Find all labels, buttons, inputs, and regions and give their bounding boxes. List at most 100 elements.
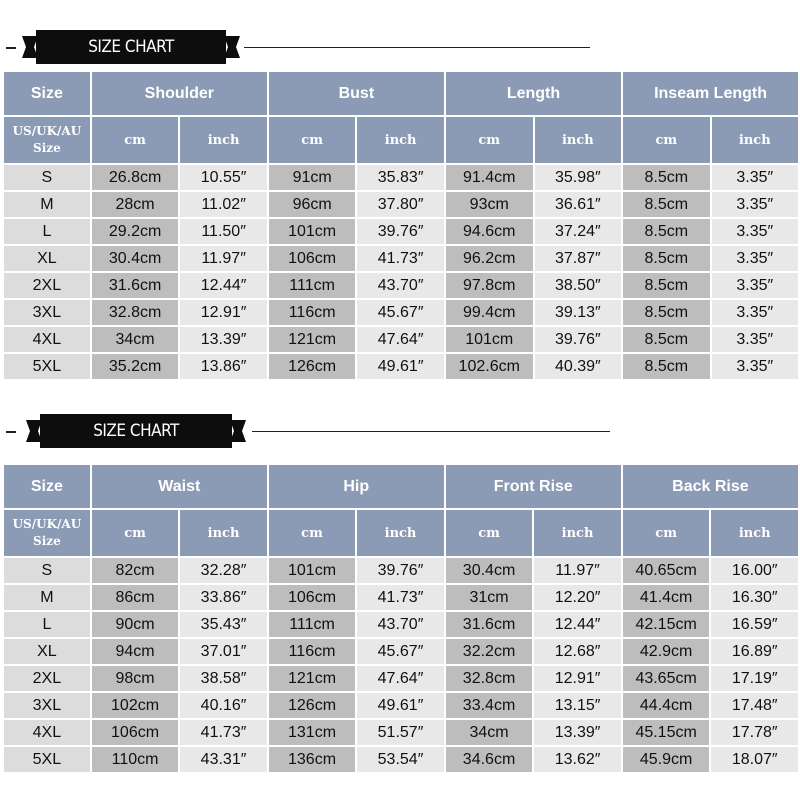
banner-rule [244,47,590,48]
size-subheader: US/UK/AU Size [4,510,90,556]
inch-value-cell: 12.44″ [180,273,267,298]
size-label-cell: 5XL [4,354,90,379]
unit-inch: inch [534,510,621,556]
cm-value-cell: 126cm [268,693,356,718]
cm-value-cell: 45.15cm [622,720,710,745]
unit-inch: inch [357,510,444,556]
cm-value-cell: 102cm [91,693,179,718]
inch-value-cell: 13.62″ [534,747,621,772]
unit-cm: cm [91,510,179,556]
size-label-cell: 3XL [4,300,90,325]
banner-dash [6,47,16,49]
unit-cm: cm [268,117,356,163]
inch-value-cell: 37.87″ [534,246,622,271]
size-chart-title: SIZE CHART [36,30,226,64]
cm-value-cell: 110cm [91,747,179,772]
size-table-bottom: Size Waist Hip Front Rise Back Rise US/U… [2,463,800,774]
size-sub-line: US/UK/AU [12,517,82,531]
cm-value-cell: 8.5cm [623,219,710,244]
inch-value-cell: 3.35″ [711,354,798,379]
cm-value-cell: 96cm [268,192,356,217]
inch-value-cell: 12.91″ [534,666,621,691]
cm-value-cell: 41.4cm [622,585,710,610]
inch-value-cell: 35.43″ [180,612,267,637]
inch-value-cell: 47.64″ [357,666,444,691]
cm-value-cell: 31cm [445,585,533,610]
cm-value-cell: 99.4cm [445,300,533,325]
size-label-cell: S [4,558,90,583]
cm-value-cell: 43.65cm [622,666,710,691]
table-row: S 26.8cm 10.55″ 91cm 35.83″ 91.4cm 35.98″ 8.5cm… [4,165,798,190]
inch-value-cell: 13.86″ [180,354,267,379]
banner-dash [6,431,16,433]
unit-cm: cm [91,117,179,163]
table-row: XL 94cm 37.01″ 116cm 45.67″ 32.2cm 12.68″ 42.9c… [4,639,798,664]
cm-value-cell: 101cm [268,219,356,244]
size-sub-line: Size [33,534,61,548]
cm-value-cell: 34cm [91,327,179,352]
inch-value-cell: 3.35″ [711,327,798,352]
inch-value-cell: 35.83″ [357,165,444,190]
inch-value-cell: 43.70″ [357,273,444,298]
size-label-cell: M [4,192,90,217]
inch-value-cell: 37.24″ [534,219,622,244]
inch-value-cell: 17.19″ [711,666,798,691]
table-row: 3XL 32.8cm 12.91″ 116cm 45.67″ 99.4cm 39.13″ 8.… [4,300,798,325]
inch-value-cell: 11.02″ [180,192,267,217]
table-row: L 90cm 35.43″ 111cm 43.70″ 31.6cm 12.44″ 42.15c… [4,612,798,637]
cm-value-cell: 32.8cm [445,666,533,691]
inch-value-cell: 40.16″ [180,693,267,718]
inch-value-cell: 3.35″ [711,246,798,271]
cm-value-cell: 42.15cm [622,612,710,637]
unit-cm: cm [445,510,533,556]
inch-value-cell: 12.20″ [534,585,621,610]
inch-value-cell: 13.39″ [180,327,267,352]
cm-value-cell: 45.9cm [622,747,710,772]
size-label-cell: L [4,612,90,637]
cm-value-cell: 32.8cm [91,300,179,325]
cm-value-cell: 8.5cm [623,246,710,271]
unit-inch: inch [711,117,798,163]
inch-value-cell: 39.76″ [357,558,444,583]
cm-value-cell: 29.2cm [91,219,179,244]
table-row: 2XL 98cm 38.58″ 121cm 47.64″ 32.8cm 12.91″ 43.6… [4,666,798,691]
inch-value-cell: 13.15″ [534,693,621,718]
table-body: S 26.8cm 10.55″ 91cm 35.83″ 91.4cm 35.98″ 8.5cm… [4,165,798,379]
inch-value-cell: 16.30″ [711,585,798,610]
size-header: Size [4,465,90,508]
cm-value-cell: 116cm [268,300,356,325]
unit-cm: cm [268,510,356,556]
size-label-cell: XL [4,246,90,271]
inch-value-cell: 41.73″ [357,585,444,610]
unit-inch: inch [180,510,267,556]
cm-value-cell: 8.5cm [623,192,710,217]
size-label-cell: 2XL [4,666,90,691]
cm-value-cell: 121cm [268,666,356,691]
cm-value-cell: 31.6cm [91,273,179,298]
cm-value-cell: 106cm [268,246,356,271]
cm-value-cell: 31.6cm [445,612,533,637]
size-sub-line: Size [33,141,61,155]
size-subheader: US/UK/AU Size [4,117,90,163]
size-label-cell: 4XL [4,720,90,745]
table-row: M 86cm 33.86″ 106cm 41.73″ 31cm 12.20″ 41.4cm 16… [4,585,798,610]
cm-value-cell: 91cm [268,165,356,190]
cm-value-cell: 28cm [91,192,179,217]
inch-value-cell: 38.58″ [180,666,267,691]
inch-value-cell: 16.00″ [711,558,798,583]
inch-value-cell: 49.61″ [357,693,444,718]
inch-value-cell: 53.54″ [357,747,444,772]
cm-value-cell: 34cm [445,720,533,745]
inch-value-cell: 12.91″ [180,300,267,325]
unit-inch: inch [534,117,622,163]
table-body: S 82cm 32.28″ 101cm 39.76″ 30.4cm 11.97″ 40.65c… [4,558,798,772]
inch-value-cell: 47.64″ [357,327,444,352]
inch-value-cell: 11.50″ [180,219,267,244]
cm-value-cell: 82cm [91,558,179,583]
size-label-cell: S [4,165,90,190]
cm-value-cell: 44.4cm [622,693,710,718]
size-chart-title: SIZE CHART [40,414,232,448]
inch-value-cell: 39.76″ [357,219,444,244]
group-header: Length [445,72,622,115]
inch-value-cell: 37.80″ [357,192,444,217]
